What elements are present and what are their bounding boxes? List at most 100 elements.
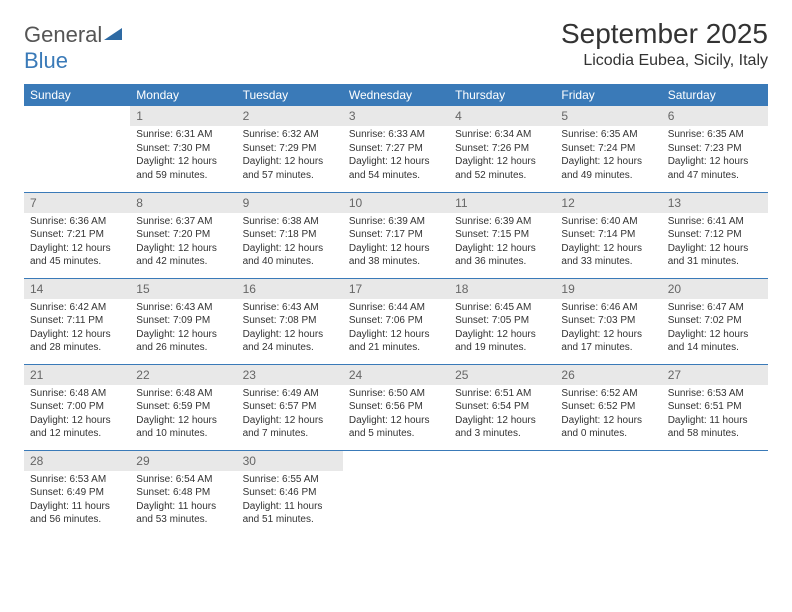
day-number: 6 bbox=[662, 106, 768, 126]
daylight-text: Daylight: 12 hours and 36 minutes. bbox=[455, 242, 549, 269]
daylight-text: Daylight: 12 hours and 40 minutes. bbox=[243, 242, 337, 269]
day-number: 25 bbox=[449, 365, 555, 385]
day-number: 8 bbox=[130, 193, 236, 213]
sunset-text: Sunset: 6:51 PM bbox=[668, 400, 762, 414]
daylight-text: Daylight: 12 hours and 26 minutes. bbox=[136, 328, 230, 355]
daylight-text: Daylight: 12 hours and 0 minutes. bbox=[561, 414, 655, 441]
sunset-text: Sunset: 7:09 PM bbox=[136, 314, 230, 328]
sunrise-text: Sunrise: 6:39 AM bbox=[455, 215, 549, 229]
sunrise-text: Sunrise: 6:33 AM bbox=[349, 128, 443, 142]
calendar-cell: 27Sunrise: 6:53 AMSunset: 6:51 PMDayligh… bbox=[662, 364, 768, 450]
day-number: 12 bbox=[555, 193, 661, 213]
sunset-text: Sunset: 7:24 PM bbox=[561, 142, 655, 156]
sunset-text: Sunset: 7:26 PM bbox=[455, 142, 549, 156]
calendar-cell: 21Sunrise: 6:48 AMSunset: 7:00 PMDayligh… bbox=[24, 364, 130, 450]
calendar-row: 14Sunrise: 6:42 AMSunset: 7:11 PMDayligh… bbox=[24, 278, 768, 364]
logo: General Blue bbox=[24, 22, 124, 74]
sunset-text: Sunset: 7:17 PM bbox=[349, 228, 443, 242]
sunrise-text: Sunrise: 6:31 AM bbox=[136, 128, 230, 142]
location-text: Licodia Eubea, Sicily, Italy bbox=[561, 52, 768, 70]
sunset-text: Sunset: 7:21 PM bbox=[30, 228, 124, 242]
calendar-row: 1Sunrise: 6:31 AMSunset: 7:30 PMDaylight… bbox=[24, 106, 768, 192]
weekday-header: Sunday bbox=[24, 84, 130, 106]
weekday-header: Wednesday bbox=[343, 84, 449, 106]
day-number: 10 bbox=[343, 193, 449, 213]
calendar-cell: 15Sunrise: 6:43 AMSunset: 7:09 PMDayligh… bbox=[130, 278, 236, 364]
sunrise-text: Sunrise: 6:43 AM bbox=[136, 301, 230, 315]
sunrise-text: Sunrise: 6:35 AM bbox=[561, 128, 655, 142]
calendar-cell bbox=[343, 450, 449, 536]
sunset-text: Sunset: 7:02 PM bbox=[668, 314, 762, 328]
calendar-cell: 20Sunrise: 6:47 AMSunset: 7:02 PMDayligh… bbox=[662, 278, 768, 364]
daylight-text: Daylight: 12 hours and 28 minutes. bbox=[30, 328, 124, 355]
sunset-text: Sunset: 7:27 PM bbox=[349, 142, 443, 156]
sunrise-text: Sunrise: 6:52 AM bbox=[561, 387, 655, 401]
daylight-text: Daylight: 11 hours and 53 minutes. bbox=[136, 500, 230, 527]
day-number: 21 bbox=[24, 365, 130, 385]
sunset-text: Sunset: 7:12 PM bbox=[668, 228, 762, 242]
sunset-text: Sunset: 7:08 PM bbox=[243, 314, 337, 328]
sunrise-text: Sunrise: 6:46 AM bbox=[561, 301, 655, 315]
calendar-cell: 24Sunrise: 6:50 AMSunset: 6:56 PMDayligh… bbox=[343, 364, 449, 450]
sunrise-text: Sunrise: 6:44 AM bbox=[349, 301, 443, 315]
calendar-cell: 3Sunrise: 6:33 AMSunset: 7:27 PMDaylight… bbox=[343, 106, 449, 192]
sunset-text: Sunset: 6:49 PM bbox=[30, 486, 124, 500]
header: General Blue September 2025 Licodia Eube… bbox=[24, 18, 768, 74]
daylight-text: Daylight: 12 hours and 12 minutes. bbox=[30, 414, 124, 441]
day-number: 7 bbox=[24, 193, 130, 213]
sunset-text: Sunset: 7:30 PM bbox=[136, 142, 230, 156]
weekday-header: Friday bbox=[555, 84, 661, 106]
daylight-text: Daylight: 12 hours and 52 minutes. bbox=[455, 155, 549, 182]
daylight-text: Daylight: 12 hours and 3 minutes. bbox=[455, 414, 549, 441]
calendar-cell: 10Sunrise: 6:39 AMSunset: 7:17 PMDayligh… bbox=[343, 192, 449, 278]
sunset-text: Sunset: 7:29 PM bbox=[243, 142, 337, 156]
sunrise-text: Sunrise: 6:51 AM bbox=[455, 387, 549, 401]
calendar-cell: 18Sunrise: 6:45 AMSunset: 7:05 PMDayligh… bbox=[449, 278, 555, 364]
daylight-text: Daylight: 12 hours and 38 minutes. bbox=[349, 242, 443, 269]
calendar-cell: 14Sunrise: 6:42 AMSunset: 7:11 PMDayligh… bbox=[24, 278, 130, 364]
day-number: 24 bbox=[343, 365, 449, 385]
title-block: September 2025 Licodia Eubea, Sicily, It… bbox=[561, 18, 768, 70]
day-number: 4 bbox=[449, 106, 555, 126]
daylight-text: Daylight: 12 hours and 7 minutes. bbox=[243, 414, 337, 441]
sunrise-text: Sunrise: 6:40 AM bbox=[561, 215, 655, 229]
daylight-text: Daylight: 12 hours and 33 minutes. bbox=[561, 242, 655, 269]
daylight-text: Daylight: 11 hours and 56 minutes. bbox=[30, 500, 124, 527]
daylight-text: Daylight: 12 hours and 10 minutes. bbox=[136, 414, 230, 441]
sunset-text: Sunset: 6:59 PM bbox=[136, 400, 230, 414]
sunrise-text: Sunrise: 6:43 AM bbox=[243, 301, 337, 315]
sunrise-text: Sunrise: 6:50 AM bbox=[349, 387, 443, 401]
day-number: 29 bbox=[130, 451, 236, 471]
calendar-row: 7Sunrise: 6:36 AMSunset: 7:21 PMDaylight… bbox=[24, 192, 768, 278]
daylight-text: Daylight: 11 hours and 51 minutes. bbox=[243, 500, 337, 527]
sunrise-text: Sunrise: 6:48 AM bbox=[136, 387, 230, 401]
daylight-text: Daylight: 12 hours and 42 minutes. bbox=[136, 242, 230, 269]
calendar-row: 28Sunrise: 6:53 AMSunset: 6:49 PMDayligh… bbox=[24, 450, 768, 536]
day-number: 27 bbox=[662, 365, 768, 385]
sunset-text: Sunset: 7:03 PM bbox=[561, 314, 655, 328]
calendar-cell: 8Sunrise: 6:37 AMSunset: 7:20 PMDaylight… bbox=[130, 192, 236, 278]
logo-text-general: General bbox=[24, 22, 102, 47]
calendar-cell: 16Sunrise: 6:43 AMSunset: 7:08 PMDayligh… bbox=[237, 278, 343, 364]
sunset-text: Sunset: 6:48 PM bbox=[136, 486, 230, 500]
sunrise-text: Sunrise: 6:37 AM bbox=[136, 215, 230, 229]
sunset-text: Sunset: 7:11 PM bbox=[30, 314, 124, 328]
sunset-text: Sunset: 6:46 PM bbox=[243, 486, 337, 500]
weekday-header: Tuesday bbox=[237, 84, 343, 106]
day-number: 14 bbox=[24, 279, 130, 299]
sunset-text: Sunset: 6:57 PM bbox=[243, 400, 337, 414]
sunset-text: Sunset: 7:06 PM bbox=[349, 314, 443, 328]
daylight-text: Daylight: 12 hours and 57 minutes. bbox=[243, 155, 337, 182]
day-number: 16 bbox=[237, 279, 343, 299]
daylight-text: Daylight: 12 hours and 49 minutes. bbox=[561, 155, 655, 182]
day-number: 23 bbox=[237, 365, 343, 385]
sunset-text: Sunset: 7:00 PM bbox=[30, 400, 124, 414]
calendar-cell: 11Sunrise: 6:39 AMSunset: 7:15 PMDayligh… bbox=[449, 192, 555, 278]
calendar-cell: 4Sunrise: 6:34 AMSunset: 7:26 PMDaylight… bbox=[449, 106, 555, 192]
sunset-text: Sunset: 7:14 PM bbox=[561, 228, 655, 242]
calendar-cell: 5Sunrise: 6:35 AMSunset: 7:24 PMDaylight… bbox=[555, 106, 661, 192]
day-number: 17 bbox=[343, 279, 449, 299]
sunset-text: Sunset: 6:52 PM bbox=[561, 400, 655, 414]
day-number: 18 bbox=[449, 279, 555, 299]
calendar-cell: 26Sunrise: 6:52 AMSunset: 6:52 PMDayligh… bbox=[555, 364, 661, 450]
